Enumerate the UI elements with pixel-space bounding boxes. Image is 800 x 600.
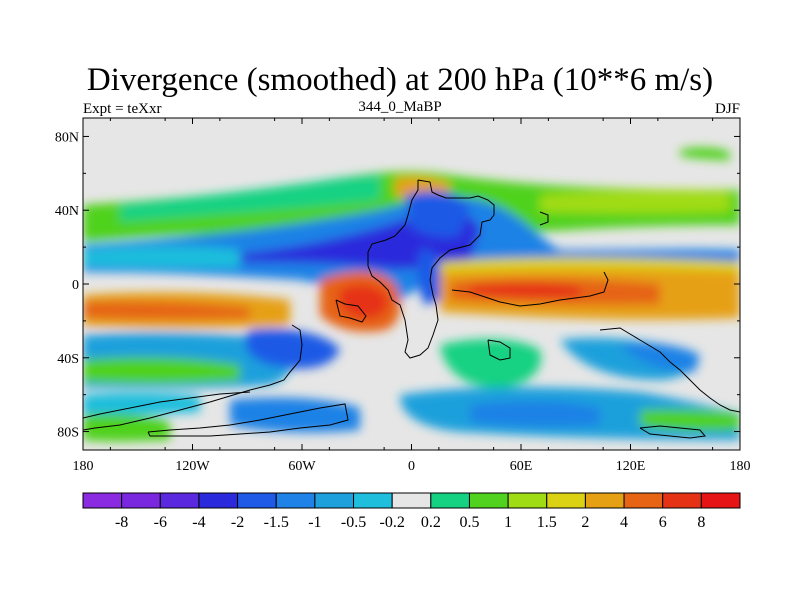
colorbar-label: 6 <box>659 514 667 531</box>
colorbar-label: 8 <box>697 514 705 531</box>
colorbar-label: -2 <box>231 514 244 531</box>
season-label: DJF <box>714 101 740 117</box>
colorbar-label: -8 <box>115 514 128 531</box>
longitude-axis: 180 120W 60W 0 60E 120E 180 <box>73 118 751 474</box>
period-label: 344_0_MaBP <box>358 99 442 115</box>
colorbar-swatch <box>430 492 470 509</box>
colorbar-swatch <box>159 492 200 509</box>
colorbar-swatch <box>275 492 316 509</box>
map-title: Divergence (smoothed) at 200 hPa (10**6 … <box>86 62 714 98</box>
colorbar-label: 1 <box>504 514 512 531</box>
colorbar-label: -4 <box>192 514 205 531</box>
lon-tick-label: 120W <box>175 459 210 474</box>
lat-tick-label: 40S <box>57 352 79 367</box>
colorbar-swatch <box>662 492 702 509</box>
colorbar-swatch <box>82 492 123 509</box>
colorbar-swatch <box>507 492 548 509</box>
colorbar-swatch <box>121 492 161 509</box>
colorbar-swatch <box>353 492 393 509</box>
colorbar: -8 -6 -4 -2 -1.5 -1 -0.5 -0.2 0.2 0.5 1 1.5 2 4 6 8 <box>82 492 741 531</box>
lon-tick-label: 120E <box>616 459 646 474</box>
colorbar-swatch <box>623 492 664 509</box>
colorbar-label: -6 <box>154 514 167 531</box>
colorbar-label: -1.5 <box>264 514 289 531</box>
lon-tick-label: 60E <box>510 459 533 474</box>
lat-tick-label: 40N <box>55 204 79 219</box>
lon-tick-label: 0 <box>408 459 415 474</box>
colorbar-label: 4 <box>620 514 628 531</box>
colorbar-label: 2 <box>581 514 589 531</box>
colorbar-label: 1.5 <box>537 514 557 531</box>
colorbar-swatch <box>700 492 741 509</box>
colorbar-swatch <box>584 492 625 509</box>
colorbar-swatch <box>198 492 239 509</box>
lon-tick-label: 60W <box>288 459 316 474</box>
lon-tick-label: 180 <box>73 459 94 474</box>
colorbar-label: -0.5 <box>341 514 366 531</box>
colorbar-label: -1 <box>308 514 321 531</box>
experiment-label: Expt = teXxr <box>83 101 162 117</box>
coastlines <box>83 179 740 439</box>
colorbar-swatch <box>314 492 355 509</box>
colorbar-swatch <box>391 492 432 509</box>
lat-tick-label: 80S <box>57 426 79 441</box>
latitude-axis: 80N 40N 0 40S 80S <box>55 130 740 441</box>
lat-tick-label: 0 <box>72 278 79 293</box>
colorbar-label: 0.2 <box>421 514 441 531</box>
colorbar-label: 0.5 <box>459 514 479 531</box>
divergence-field <box>83 118 740 450</box>
colorbar-swatch <box>546 492 586 509</box>
colorbar-swatch <box>237 492 277 509</box>
colorbar-label: -0.2 <box>380 514 405 531</box>
lon-tick-label: 180 <box>730 459 751 474</box>
colorbar-swatch <box>468 492 509 509</box>
lat-tick-label: 80N <box>55 130 79 145</box>
